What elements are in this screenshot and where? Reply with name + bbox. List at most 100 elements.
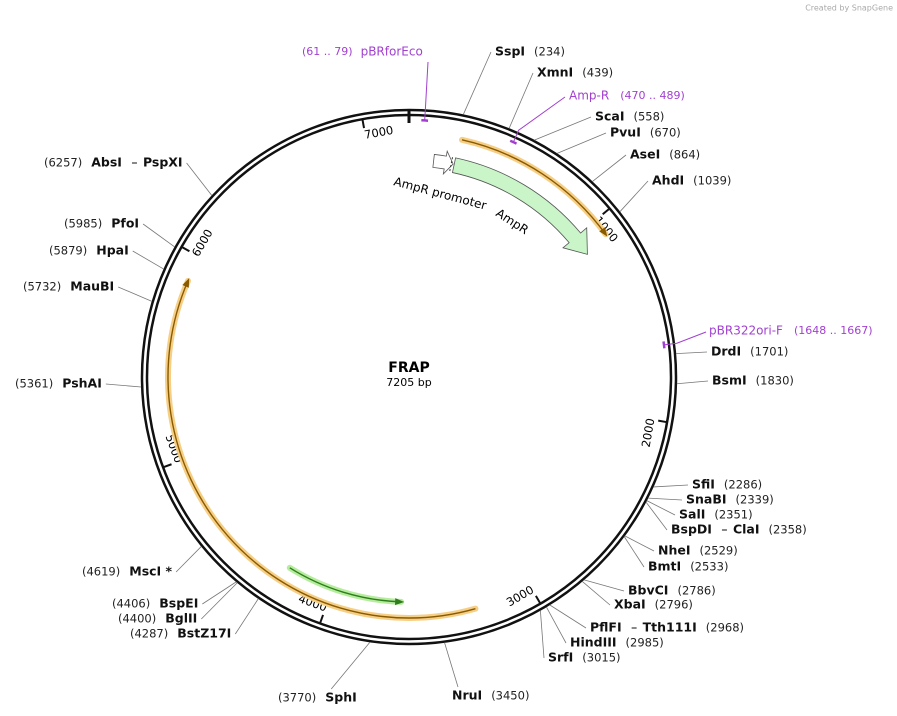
enzyme-name: PfoI (111, 216, 139, 231)
enzyme-label: ScaI (558) (595, 109, 664, 124)
enzyme-position: (2339) (736, 493, 774, 507)
enzyme-label: (4287) BstZ17I (130, 626, 231, 641)
enzyme-label: SnaBI (2339) (686, 492, 774, 507)
enzyme-label: AseI (864) (630, 147, 700, 162)
enzyme-name: SrfI (548, 650, 573, 665)
primer-leader (512, 96, 566, 143)
enzyme-position: (2968) (706, 621, 744, 635)
enzyme-name: SphI (325, 690, 357, 705)
ring-tick-label: 6000 (189, 227, 216, 259)
primer-range: (470 .. 489) (620, 89, 685, 102)
enzyme-label: SspI (234) (495, 44, 565, 59)
enzyme-position: (4287) (130, 627, 168, 641)
enzyme-position: (2529) (700, 544, 738, 558)
primer-name: pBR322ori-F (709, 324, 783, 338)
primer-mark (662, 341, 666, 349)
enzyme-name: SfiI (692, 477, 715, 492)
enzyme-position: (558) (634, 110, 665, 124)
enzyme-label: (3770) SphI (278, 690, 357, 705)
enzyme-position: (5732) (23, 280, 61, 294)
enzyme-name: MscI * (129, 564, 172, 579)
enzyme-label: DrdI (1701) (711, 344, 788, 359)
orf-glow (165, 277, 479, 621)
enzyme-position: (439) (582, 66, 613, 80)
primer-range: (1648 .. 1667) (794, 324, 873, 337)
enzyme-label: SrfI (3015) (548, 650, 621, 665)
enzyme-position: (1830) (756, 374, 794, 388)
enzyme-label: (4400) BglII (118, 611, 197, 626)
enzyme-label: BbvCI (2786) (628, 583, 716, 598)
primer-leader (663, 331, 707, 346)
enzyme-leader (142, 223, 175, 248)
enzyme-position: (2533) (690, 560, 728, 574)
enzyme-position: (4619) (82, 565, 120, 579)
enzyme-position: (2985) (626, 636, 664, 650)
ring-tick-label: 3000 (504, 583, 536, 610)
enzyme-position: (1039) (693, 174, 731, 188)
enzyme-leader (619, 180, 649, 212)
enzyme-name: PflFI (590, 620, 622, 635)
enzyme-name: HindIII (570, 635, 617, 650)
enzyme-name: NruI (452, 688, 482, 703)
enzyme-label: PvuI (670) (610, 125, 681, 140)
enzyme-leader (624, 535, 655, 552)
orf-arrow (182, 278, 190, 288)
primer-name: pBRforEco (361, 45, 423, 59)
enzyme-name: AbsI (91, 155, 122, 170)
enzyme-leader (623, 536, 645, 568)
enzyme-name: BspEI (159, 596, 198, 611)
enzyme-leader (186, 162, 213, 196)
enzyme-name: AhdI (652, 173, 684, 188)
enzyme-label: (4619) MscI * (82, 564, 173, 579)
enzyme-label: XmnI (439) (537, 65, 613, 80)
enzyme-leader (118, 286, 153, 302)
enzyme-position: (2786) (677, 584, 715, 598)
enzyme-label: XbaI (2796) (614, 597, 693, 612)
ring-tick-label: 7000 (363, 123, 394, 142)
primer-range: (61 .. 79) (302, 45, 353, 58)
ring-tick (162, 463, 172, 469)
enzyme-position: (2796) (655, 598, 693, 612)
enzyme-leader (330, 641, 371, 690)
enzyme-label: HindIII (2985) (570, 635, 664, 650)
orf-arrow (599, 227, 608, 237)
enzyme-name: ClaI (733, 522, 760, 537)
enzyme-name: SspI (495, 44, 525, 59)
enzyme-name: NheI (658, 543, 691, 558)
enzyme-position: (670) (650, 126, 681, 140)
enzyme-label: BmtI (2533) (648, 559, 728, 574)
enzyme-label: (5985) PfoI (64, 216, 139, 231)
enzyme-leader (201, 582, 238, 620)
enzyme-position: (1701) (750, 345, 788, 359)
enzyme-name: XmnI (537, 65, 573, 80)
enzyme-name: PspXI (143, 155, 183, 170)
orf-arc (461, 139, 607, 235)
enzyme-position: (3450) (491, 689, 529, 703)
enzyme-leader (592, 154, 627, 182)
enzyme-position: (2358) (769, 523, 807, 537)
enzyme-leader (444, 642, 459, 688)
leader-lines (105, 51, 709, 690)
enzyme-name: BmtI (648, 559, 681, 574)
enzyme-name: BsmI (712, 373, 747, 388)
primer-leader (424, 61, 429, 121)
ring-tick (535, 595, 542, 605)
ring-tick (361, 118, 365, 129)
enzyme-leader (508, 72, 534, 129)
enzyme-leader (202, 581, 237, 605)
feature-divider (449, 157, 453, 173)
enzyme-leader (175, 546, 202, 573)
credit: Created by SnapGene (805, 4, 893, 13)
enzyme-leader (234, 598, 259, 635)
enzyme-position: (234) (534, 45, 565, 59)
ring-tick-label: 2000 (639, 417, 658, 448)
enzyme-name: BspDI (671, 522, 712, 537)
enzyme-label: PflFI Tth111I (2968) (590, 620, 744, 635)
enzyme-leader (646, 500, 676, 516)
enzyme-name: ScaI (595, 109, 625, 124)
enzyme-name: SnaBI (686, 492, 727, 507)
ring-tick (181, 245, 190, 253)
orf-arc (289, 567, 402, 603)
enzyme-label: (5361) PshAI (15, 376, 102, 391)
